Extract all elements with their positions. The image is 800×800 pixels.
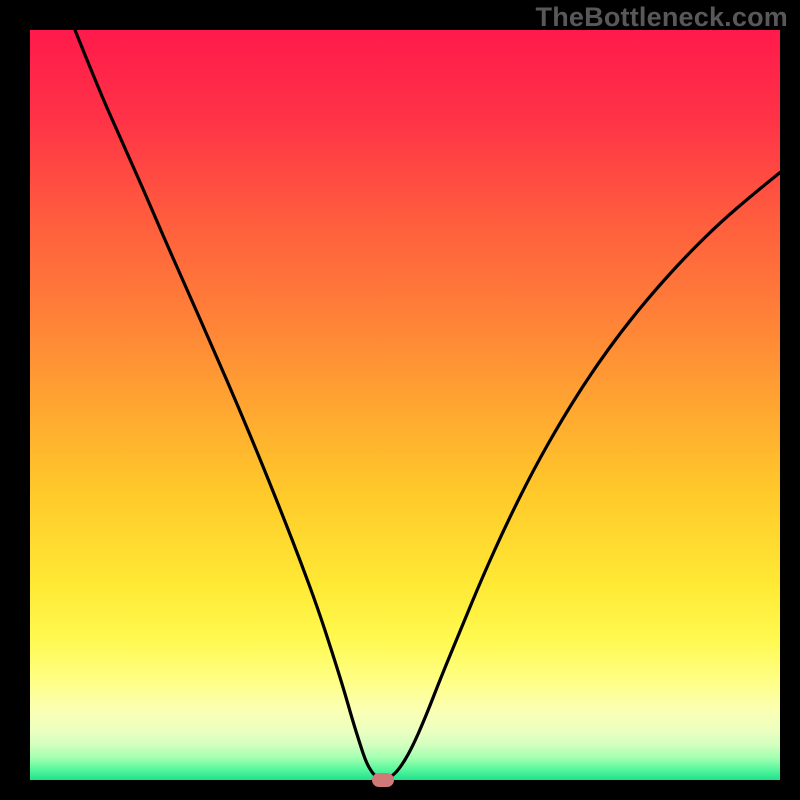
- chart-frame: TheBottleneck.com: [0, 0, 800, 800]
- optimum-marker: [372, 773, 394, 787]
- watermark-text: TheBottleneck.com: [536, 2, 788, 33]
- plot-area: [30, 30, 780, 780]
- bottleneck-curve: [30, 30, 780, 780]
